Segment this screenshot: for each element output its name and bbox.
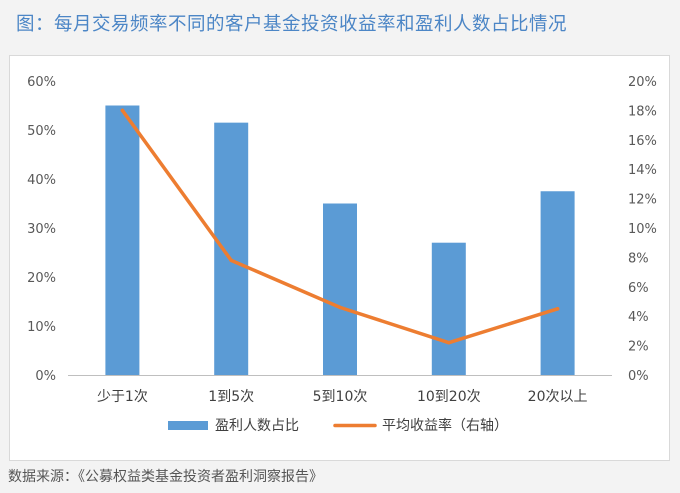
x-axis-tick-label: 5到10次 [313,389,368,405]
chart-title: 图：每月交易频率不同的客户基金投资收益率和盈利人数占比情况 [16,14,568,35]
legend-label-line: 平均收益率（右轴） [382,417,508,434]
right-axis-tick-label: 20% [628,75,657,90]
left-axis-tick-label: 0% [35,369,56,384]
chart-panel: 0% 10% 20% 30% 40% 50% 60% 0% 2% 4% 6% 8% 10% 12% 14% 1… [9,55,670,461]
bar [540,191,575,375]
line-point [120,108,125,113]
line-point [229,258,233,263]
combo-chart: 0% 10% 20% 30% 40% 50% 60% 0% 2% 4% 6% 8% 10% 12% 14% 1… [27,75,657,434]
line-point [447,340,451,345]
x-axis-tick-label: 少于1次 [97,389,148,405]
bar [431,242,466,375]
line-point [338,305,342,310]
bar [323,203,357,375]
left-axis-tick-label: 50% [27,124,56,139]
right-axis-tick-label: 12% [628,193,657,208]
bar [105,105,140,375]
line-point [555,307,560,311]
right-axis-tick-label: 2% [628,340,649,355]
left-axis-tick-label: 30% [27,222,56,237]
left-axis-tick-label: 20% [27,271,56,286]
bar [214,122,249,376]
right-axis-tick-label: 8% [628,251,649,266]
legend-label-bar: 盈利人数占比 [215,418,299,434]
right-axis-tick-label: 14% [628,163,657,178]
legend-swatch-bar [168,421,208,430]
right-axis-tick-label: 10% [628,222,657,237]
right-axis-tick-label: 4% [628,310,649,325]
left-axis-tick-label: 40% [27,173,56,188]
right-axis-tick-label: 16% [628,134,657,149]
right-axis-tick-label: 6% [628,281,649,296]
right-axis-tick-label: 18% [628,104,657,119]
x-axis-tick-label: 20次以上 [528,389,588,405]
x-axis-tick-label: 10到20次 [417,389,481,405]
left-axis-tick-label: 10% [27,320,56,335]
left-axis-tick-label: 60% [27,75,56,90]
x-axis-tick-label: 1到5次 [208,389,254,405]
right-axis-tick-label: 0% [628,369,649,384]
data-source-note: 数据来源：《公募权益类基金投资者盈利洞察报告》 [8,469,323,485]
